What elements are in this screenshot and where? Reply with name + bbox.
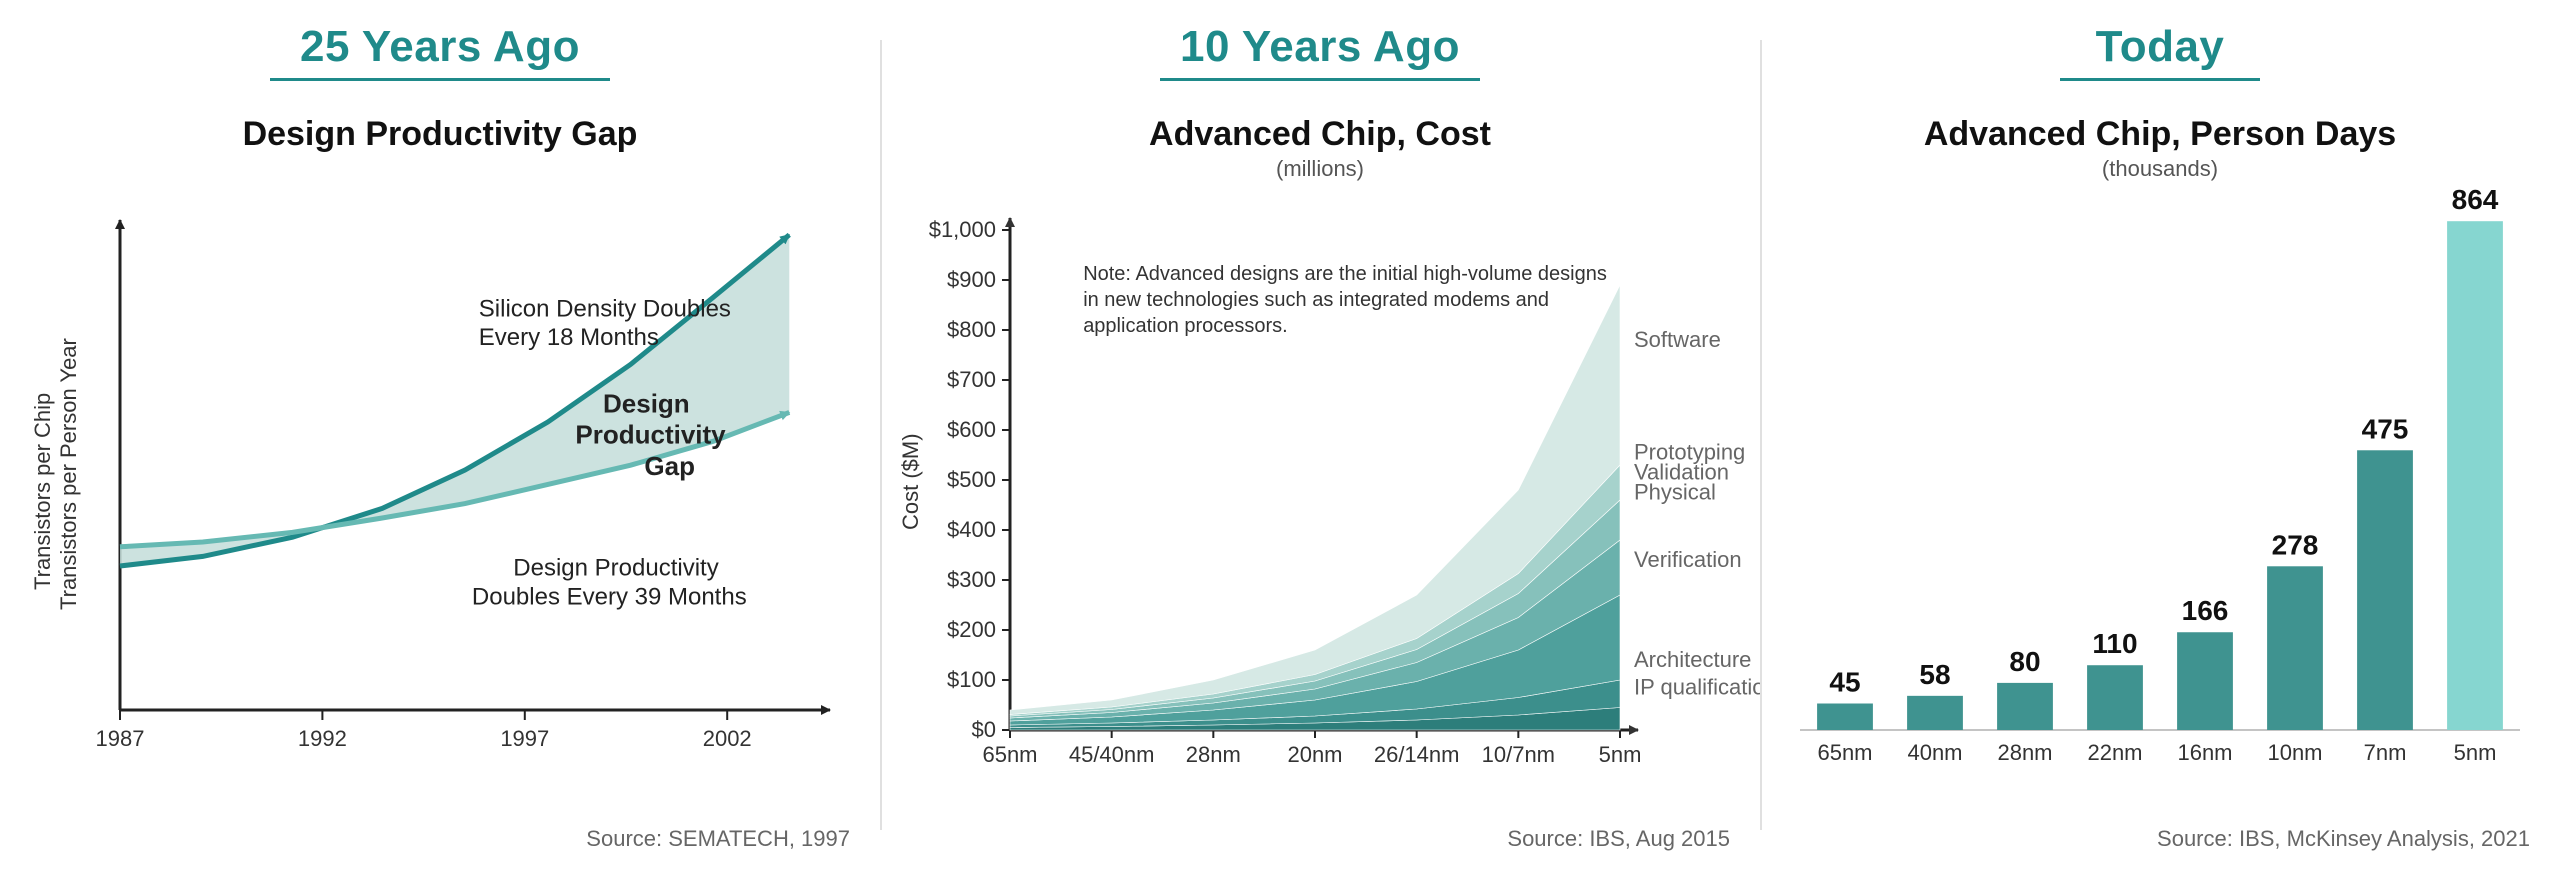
anno-gap-3: Gap — [644, 451, 695, 481]
anno-prod-2: Doubles Every 39 Months — [472, 583, 747, 610]
x-tick: 28nm — [1186, 742, 1241, 767]
infographic-root: 25 Years Ago Design Productivity Gap Tra… — [0, 0, 2560, 870]
era-title-1: 25 Years Ago — [0, 22, 880, 72]
anno-gap-1: Design — [603, 388, 690, 418]
x-tick: 65nm — [982, 742, 1037, 767]
x-tick: 5nm — [1599, 742, 1642, 767]
anno-silicon-1: Silicon Density Doubles — [479, 295, 731, 322]
bar-category-10nm: 10nm — [2267, 740, 2322, 765]
note-line-1: Note: Advanced designs are the initial h… — [1083, 263, 1607, 285]
bar-category-40nm: 40nm — [1907, 740, 1962, 765]
panel-today: Today Advanced Chip, Person Days (thousa… — [1760, 0, 2560, 870]
y-tick: $100 — [947, 667, 996, 692]
x-tick: 2002 — [703, 726, 752, 751]
anno-silicon-2: Every 18 Months — [479, 324, 659, 351]
source-2: Source: IBS, Aug 2015 — [1507, 826, 1730, 852]
y-tick: $0 — [972, 717, 996, 742]
y-tick: $500 — [947, 467, 996, 492]
note-line-2: in new technologies such as integrated m… — [1083, 289, 1549, 311]
bar-category-16nm: 16nm — [2177, 740, 2232, 765]
era-title-2: 10 Years Ago — [880, 22, 1760, 72]
bar-10nm — [2267, 566, 2323, 730]
bar-value-16nm: 166 — [2182, 595, 2229, 626]
y-tick: $300 — [947, 567, 996, 592]
x-tick: 1997 — [500, 726, 549, 751]
bar-16nm — [2177, 632, 2233, 730]
bar-5nm — [2447, 221, 2503, 730]
y-axis-label: Cost ($M) — [898, 433, 923, 530]
series-label-ip: IP qualification — [1634, 675, 1760, 700]
bar-value-10nm: 278 — [2272, 529, 2319, 560]
x-tick: 45/40nm — [1069, 742, 1155, 767]
panel-25-years-ago: 25 Years Ago Design Productivity Gap Tra… — [0, 0, 880, 870]
person-days-bar-chart: 45 65nm 58 40nm 80 28nm 110 22nm 166 16nm 278 10nm 4… — [1760, 140, 2560, 820]
bar-category-7nm: 7nm — [2364, 740, 2407, 765]
bar-value-22nm: 110 — [2092, 628, 2137, 659]
y-tick: $800 — [947, 317, 996, 342]
source-3: Source: IBS, McKinsey Analysis, 2021 — [2157, 826, 2530, 852]
x-tick: 26/14nm — [1374, 742, 1460, 767]
x-tick: 10/7nm — [1482, 742, 1555, 767]
panel-10-years-ago: 10 Years Ago Advanced Chip, Cost (millio… — [880, 0, 1760, 870]
y-tick: $400 — [947, 517, 996, 542]
bar-category-65nm: 65nm — [1817, 740, 1872, 765]
productivity-gap-chart: Transistors per ChipTransistors per Pers… — [0, 120, 880, 820]
source-1: Source: SEMATECH, 1997 — [586, 826, 850, 852]
bar-22nm — [2087, 665, 2143, 730]
series-label-software: Software — [1634, 327, 1721, 352]
series-label-verif: Verification — [1634, 547, 1742, 572]
y-axis-label-1: Transistors per Chip — [30, 393, 55, 590]
y-tick: $700 — [947, 367, 996, 392]
era-rule-3 — [2060, 78, 2260, 81]
bar-value-65nm: 45 — [1829, 667, 1860, 698]
bar-65nm — [1817, 704, 1873, 731]
anno-prod-1: Design Productivity — [513, 555, 718, 582]
bar-category-28nm: 28nm — [1997, 740, 2052, 765]
note-line-3: application processors. — [1083, 315, 1288, 337]
x-tick: 1992 — [298, 726, 347, 751]
bar-28nm — [1997, 683, 2053, 730]
bar-value-40nm: 58 — [1919, 659, 1950, 690]
bar-value-28nm: 80 — [2009, 646, 2040, 677]
x-tick: 20nm — [1287, 742, 1342, 767]
y-tick: $600 — [947, 417, 996, 442]
bar-value-5nm: 864 — [2452, 184, 2499, 215]
y-tick: $1,000 — [929, 217, 996, 242]
anno-gap-2: Productivity — [575, 420, 726, 450]
y-tick: $200 — [947, 617, 996, 642]
era-rule-1 — [270, 78, 610, 81]
series-label-physical: Physical — [1634, 480, 1716, 505]
era-title-3: Today — [1760, 22, 2560, 72]
y-tick: $900 — [947, 267, 996, 292]
series-label-arch: Architecture — [1634, 647, 1751, 672]
y-axis-label-2: Transistors per Person Year — [56, 338, 81, 610]
era-rule-2 — [1160, 78, 1480, 81]
bar-40nm — [1907, 696, 1963, 730]
bar-category-22nm: 22nm — [2087, 740, 2142, 765]
bar-value-7nm: 475 — [2362, 413, 2409, 444]
bar-category-5nm: 5nm — [2454, 740, 2497, 765]
x-tick: 1987 — [96, 726, 145, 751]
cost-stacked-area-chart: $0 $100 $200 $300 $400 $500 $600 $700 $800 $900 $1… — [880, 140, 1760, 820]
bar-7nm — [2357, 450, 2413, 730]
